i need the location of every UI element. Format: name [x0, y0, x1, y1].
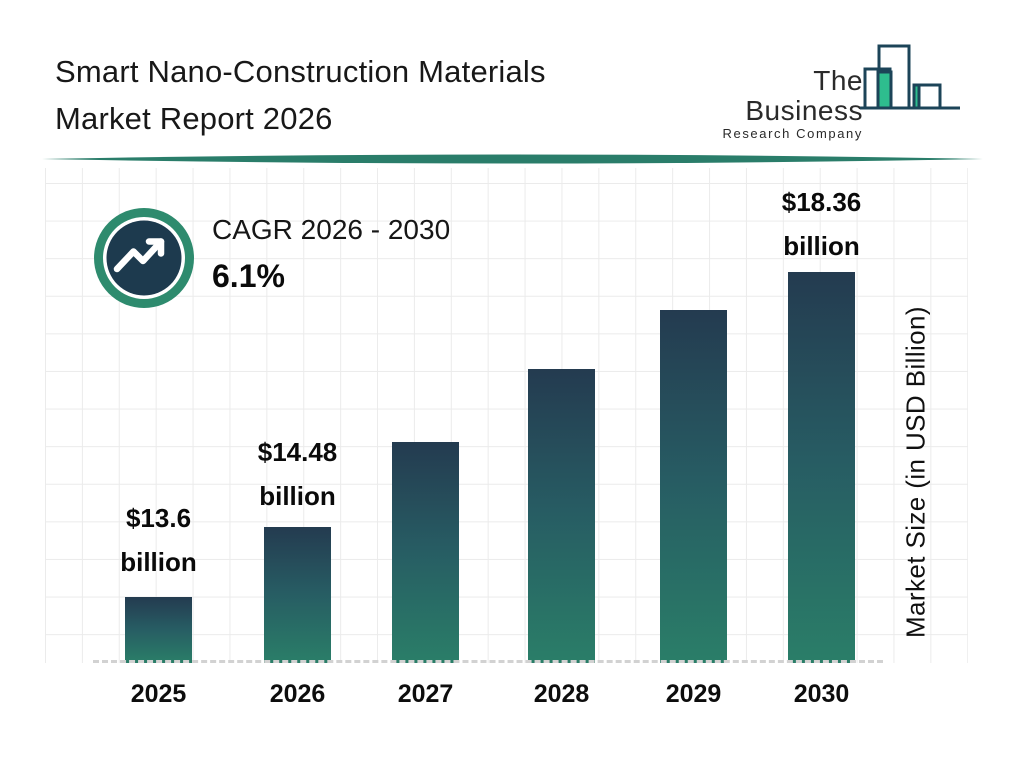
x-tick-label-2030: 2030 — [793, 680, 850, 708]
cagr-value: 6.1% — [212, 258, 285, 294]
value-label-2026: $14.48 billion — [257, 437, 338, 511]
company-logo-bars-icon — [858, 42, 962, 121]
x-tick-label-2026: 2026 — [269, 680, 326, 708]
bar-2025 — [125, 597, 192, 663]
bar-2028 — [528, 369, 595, 663]
trend-up-badge-icon — [92, 206, 196, 315]
bar-2030 — [788, 272, 855, 663]
value-label-2030: $18.36 billion — [781, 187, 862, 261]
bar-2029 — [660, 310, 727, 663]
x-tick-label-2025: 2025 — [130, 680, 187, 708]
logo-name-line1: The Business — [745, 65, 863, 126]
logo-name-line2: Research Company — [722, 126, 863, 141]
x-tick-label-2029: 2029 — [665, 680, 722, 708]
x-axis-baseline — [93, 660, 883, 663]
cagr-period-label: CAGR 2026 - 2030 — [212, 214, 451, 245]
value-label-2025: $13.6 billion — [120, 503, 197, 577]
bar-2027 — [392, 442, 459, 663]
page-title-line1: Smart Nano-Construction Materials — [55, 54, 546, 89]
header-divider — [40, 152, 985, 170]
bar-2026 — [264, 527, 331, 663]
page-title: Smart Nano-Construction Materials Market… — [55, 48, 546, 142]
x-tick-label-2027: 2027 — [397, 680, 454, 708]
x-tick-label-2028: 2028 — [533, 680, 590, 708]
company-logo-text: The Business Research Company — [690, 66, 863, 142]
y-axis-label: Market Size (in USD Billion) — [900, 306, 931, 639]
page-title-line2: Market Report 2026 — [55, 101, 333, 136]
